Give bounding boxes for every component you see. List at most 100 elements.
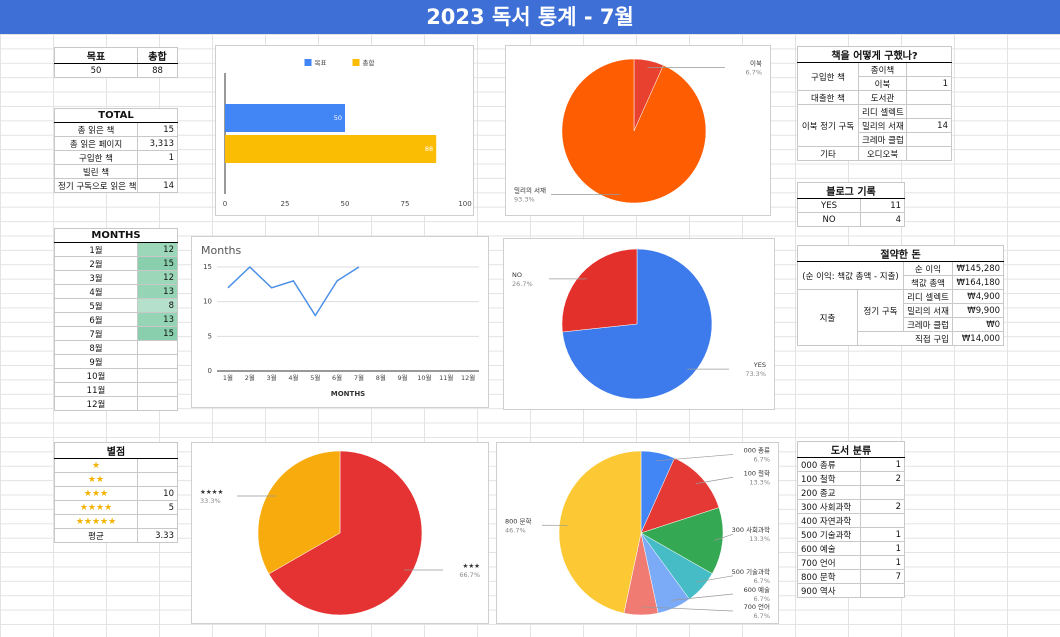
- cell: 15: [137, 256, 178, 271]
- row: 8월: [54, 340, 178, 355]
- x-tick-label: 1월: [223, 373, 233, 382]
- cell: 50: [54, 63, 138, 78]
- months-table: MONTHS 1월 12 2월 15 3월 12 4월 13 5월 8 6월 13 7월 15 8월 9월 10월…: [54, 228, 178, 411]
- cell: 7: [859, 569, 906, 584]
- table: MONTHS 1월 12 2월 15 3월 12 4월 13 5월 8 6월 13 7월 15 8월 9월 10월…: [54, 228, 178, 411]
- table: 목표 총합 50 88: [54, 47, 178, 78]
- pie-slice: [640, 507, 724, 575]
- legend-label: 목표: [315, 59, 327, 67]
- cell: 평균: [54, 528, 138, 543]
- cell: 리디 셀렉트: [858, 104, 907, 119]
- cell: 11: [859, 198, 906, 213]
- cell: 14: [136, 178, 179, 193]
- pie-slice: [561, 58, 707, 204]
- chart-title: Months: [201, 244, 241, 257]
- cell: 1월: [54, 242, 138, 257]
- row: YES 11: [797, 198, 906, 213]
- cell: 000 총류: [797, 457, 861, 472]
- row: 2월 15: [54, 256, 178, 271]
- bar-value-label: 88: [425, 145, 433, 153]
- cell: 도서관: [858, 90, 907, 105]
- y-tick-label: 5: [208, 332, 212, 340]
- cell: 300 사회과학: [797, 499, 861, 514]
- pie-slice: [561, 248, 638, 333]
- chart: 000 총류 6.7% 100 철학 13.3% 300 사회과학 13.3% 500 기술…: [496, 442, 779, 624]
- leader-line: [671, 593, 734, 601]
- cell: 1: [859, 527, 906, 542]
- cell: 3.33: [137, 528, 178, 543]
- cell: ★★★★: [54, 500, 138, 515]
- chart-svg: 목표 총합 0 25 50 75 100 50 88: [223, 58, 472, 208]
- cell: 이북: [858, 76, 907, 91]
- slice-value-label: 6.7%: [753, 455, 770, 463]
- slice-value-label: 66.7%: [459, 571, 480, 579]
- cell: 1: [906, 76, 952, 91]
- chart: Months 0 5 10 15 1월 2월 3월 4월 5월 6월 7월 8월 9월 10월 11월 12월 M…: [191, 236, 489, 408]
- slice-label: NO: [512, 271, 522, 279]
- y-tick-label: 15: [203, 263, 212, 271]
- table: 블로그 기록 YES 11 NO 4: [796, 182, 906, 227]
- cell: 10: [137, 486, 178, 501]
- row: 크레마 클럽: [798, 132, 952, 147]
- row: 이북 정기 구독 리디 셀렉트: [797, 104, 952, 147]
- cell: [136, 164, 179, 179]
- row: 11월: [54, 382, 178, 397]
- x-tick-label: 0: [223, 200, 227, 208]
- cell: MONTHS: [54, 228, 178, 243]
- cell: 3월: [54, 270, 138, 285]
- cell: [137, 458, 178, 473]
- cell: 2: [859, 471, 906, 486]
- row: 7월 15: [54, 326, 178, 341]
- row: 4월 13: [54, 284, 178, 299]
- header-row: 책을 어떻게 구했나?: [797, 46, 952, 63]
- cell: ₩0: [951, 317, 1005, 332]
- slice-value-label: 46.7%: [505, 526, 526, 534]
- row: 12월: [54, 396, 178, 411]
- leader-line: [640, 606, 734, 612]
- row: 1월 12: [54, 242, 178, 257]
- slice-label: ★★★: [463, 562, 481, 570]
- cell: 목표: [54, 47, 138, 64]
- cell: 블로그 기록: [796, 182, 906, 199]
- slice-value-label: 13.3%: [749, 535, 770, 543]
- cell: ₩164,180: [951, 275, 1005, 290]
- chart: YES 73.3% NO 26.7%: [503, 238, 775, 410]
- stars-table: 별점 ★ ★★ ★★★ 10 ★★★★ 5 ★★★★★ 평균 3.33: [54, 442, 178, 543]
- pie-slice: [558, 450, 642, 614]
- cell: 12: [137, 270, 178, 285]
- row: 지출 정기 구독 리디 셀렉트 ₩4,900: [797, 289, 1005, 346]
- chart: 이북 6.7% 밀리의 서재 93.3%: [505, 45, 771, 216]
- row: ★★★★★: [54, 514, 178, 529]
- cell: ★★★: [54, 486, 138, 501]
- cell: 900 역사: [797, 583, 861, 598]
- cell: 12: [137, 242, 178, 257]
- cell: ₩14,000: [951, 331, 1005, 346]
- x-tick-label: 4월: [288, 373, 298, 382]
- slice-value-label: 6.7%: [745, 69, 762, 77]
- cell: 12월: [54, 396, 138, 411]
- y-tick-label: 10: [203, 298, 212, 306]
- cell: 별점: [54, 442, 178, 459]
- x-tick-label: 11월: [439, 373, 453, 382]
- cell: 6월: [54, 312, 138, 327]
- x-tick-label: 50: [341, 200, 350, 208]
- row: 5월 8: [54, 298, 178, 313]
- pie-slice: [257, 450, 341, 575]
- cell: 대출한 책: [797, 90, 859, 105]
- cell: (순 이익: 책값 총액 - 지출): [797, 261, 904, 290]
- cell: [137, 340, 178, 355]
- cell: 이북 정기 구독: [797, 104, 859, 147]
- row: 800 문학 7: [797, 569, 906, 584]
- slice-label: 600 예술: [744, 585, 770, 594]
- row: 6월 13: [54, 312, 178, 327]
- row: (순 이익: 책값 총액 - 지출) 순 이익 ₩145,280: [797, 261, 1005, 290]
- slice-label: YES: [753, 361, 766, 369]
- slice-value-label: 6.7%: [753, 595, 770, 603]
- cell: 크레마 클럽: [903, 317, 953, 332]
- cell: 빌린 책: [54, 164, 138, 179]
- table: 도서 분류 000 총류 1 100 철학 2 200 종교 300 사회과학 2 400 자연…: [796, 441, 906, 598]
- cell: [906, 90, 952, 105]
- header-row: 절약한 돈: [796, 245, 1005, 262]
